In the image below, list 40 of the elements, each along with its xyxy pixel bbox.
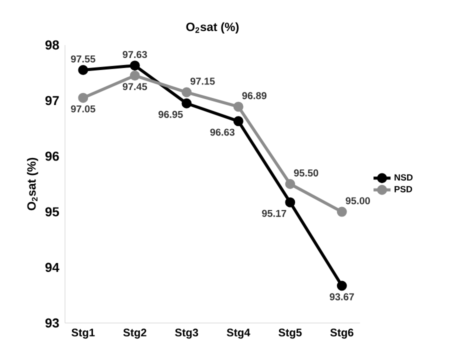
y-tick-label: 98	[45, 40, 59, 50]
legend-label: NSD	[394, 174, 413, 181]
point	[78, 92, 88, 103]
point	[182, 98, 192, 108]
data-label: 97.15	[190, 78, 215, 85]
data-label: 95.50	[294, 169, 318, 176]
y-tick-label: 96	[45, 152, 59, 161]
data-label: 95.00	[346, 197, 370, 204]
y-axis-title: O$_{2}$sat (%)	[26, 158, 38, 210]
x-tick-label: Stg4	[226, 328, 250, 339]
point	[336, 206, 347, 217]
point	[233, 102, 244, 112]
point	[336, 280, 347, 291]
x-tick-label: Stg3	[175, 328, 198, 339]
point	[130, 60, 140, 71]
data-label: 96.89	[242, 92, 266, 100]
data-label: 97.05	[70, 105, 96, 112]
data-label: 97.63	[122, 50, 147, 58]
legend-label: PSD	[394, 186, 412, 192]
chart-title: O$_{2}$sat (%)	[186, 22, 239, 34]
y-tick-label: 93	[45, 318, 59, 328]
point	[285, 197, 296, 208]
data-label: 95.17	[262, 210, 286, 217]
data-label: 93.67	[330, 293, 354, 300]
data-label: 97.55	[70, 55, 96, 62]
data-label: 97.45	[122, 83, 148, 90]
x-tick-label: Stg5	[278, 328, 302, 339]
x-tick-label: Stg1	[72, 328, 95, 339]
point	[233, 116, 244, 126]
point	[78, 65, 88, 76]
y-tick-label: 95	[45, 207, 59, 216]
y-tick-label: 94	[45, 262, 60, 272]
data-label: 96.63	[210, 128, 235, 136]
point	[285, 179, 296, 189]
data-label: 96.95	[158, 110, 183, 118]
y-tick-label: 97	[45, 96, 59, 106]
x-tick-label: Stg6	[330, 328, 354, 339]
point	[130, 70, 140, 81]
point	[182, 87, 192, 98]
x-tick-label: Stg2	[123, 328, 146, 339]
